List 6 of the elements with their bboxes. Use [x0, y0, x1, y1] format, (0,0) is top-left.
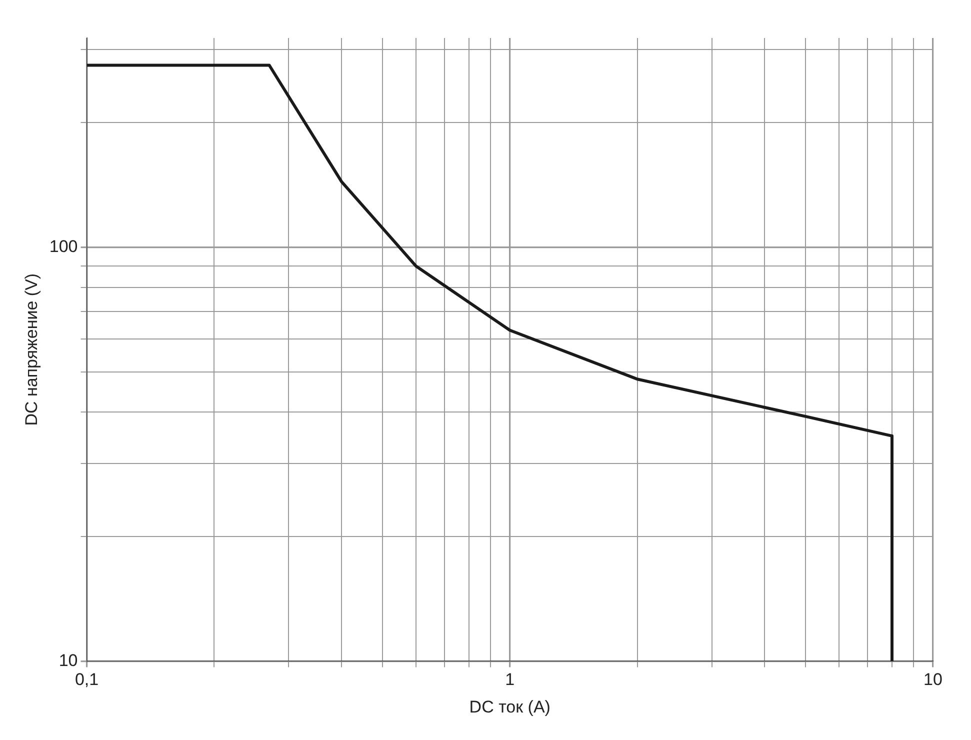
- x-tick-label: 1: [505, 670, 515, 690]
- x-tick-label: 0,1: [74, 670, 99, 690]
- y-tick-label: 100: [49, 236, 78, 256]
- y-axis-title: DC напряжение (V): [22, 273, 41, 426]
- x-axis-title: DC ток (A): [469, 697, 550, 716]
- x-tick-label: 10: [924, 670, 942, 690]
